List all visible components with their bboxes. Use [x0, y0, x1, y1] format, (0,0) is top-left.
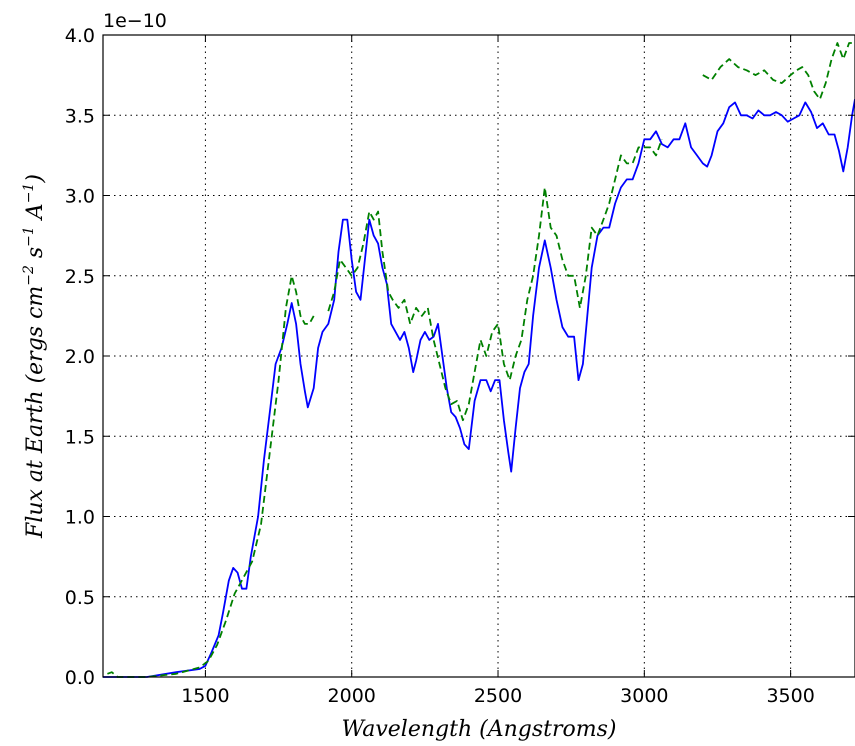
y-tick-label: 0.0 — [65, 667, 95, 689]
y-tick-label: 2.5 — [65, 266, 95, 288]
y-tick-label: 0.5 — [65, 587, 95, 609]
series-line-dashed — [327, 138, 663, 422]
x-tick-label: 3500 — [766, 685, 814, 707]
series-line-solid — [103, 99, 855, 678]
y-label-prefix: Flux at Earth (ergs cm — [23, 286, 48, 539]
y-label-mid2: A — [23, 203, 48, 226]
y-tick-label: 1.0 — [65, 507, 95, 529]
x-tick-label: 2000 — [328, 685, 376, 707]
y-offset-label: 1e−10 — [103, 10, 167, 32]
x-tick-label: 1500 — [181, 685, 229, 707]
x-tick-label: 3000 — [620, 685, 668, 707]
y-label-exp3: −1 — [21, 183, 37, 204]
x-tick-label: 2500 — [474, 685, 522, 707]
x-axis-label: Wavelength (Angstroms) — [342, 717, 617, 742]
y-axis-label: Flux at Earth (ergs cm−2 s−1 A−1) — [21, 174, 48, 539]
y-tick-label: 3.5 — [65, 105, 95, 127]
grid-lines — [103, 35, 855, 677]
y-tick-label: 4.0 — [65, 25, 95, 47]
y-label-exp1: −2 — [21, 265, 37, 286]
series-line-dashed — [107, 274, 315, 678]
series-line-dashed — [702, 42, 855, 101]
y-tick-label: 2.0 — [65, 346, 95, 368]
series-layer — [103, 42, 855, 678]
y-label-suffix: ) — [23, 174, 48, 184]
y-label-exp2: −1 — [21, 226, 37, 247]
y-tick-label: 1.5 — [65, 426, 95, 448]
y-tick-label: 3.0 — [65, 186, 95, 208]
y-label-mid: s — [23, 247, 48, 265]
axis-ticks: 1500 2000 2500 3000 3500 0.0 0.5 1.0 1.5 2.0 2.5 3.… — [65, 25, 855, 707]
